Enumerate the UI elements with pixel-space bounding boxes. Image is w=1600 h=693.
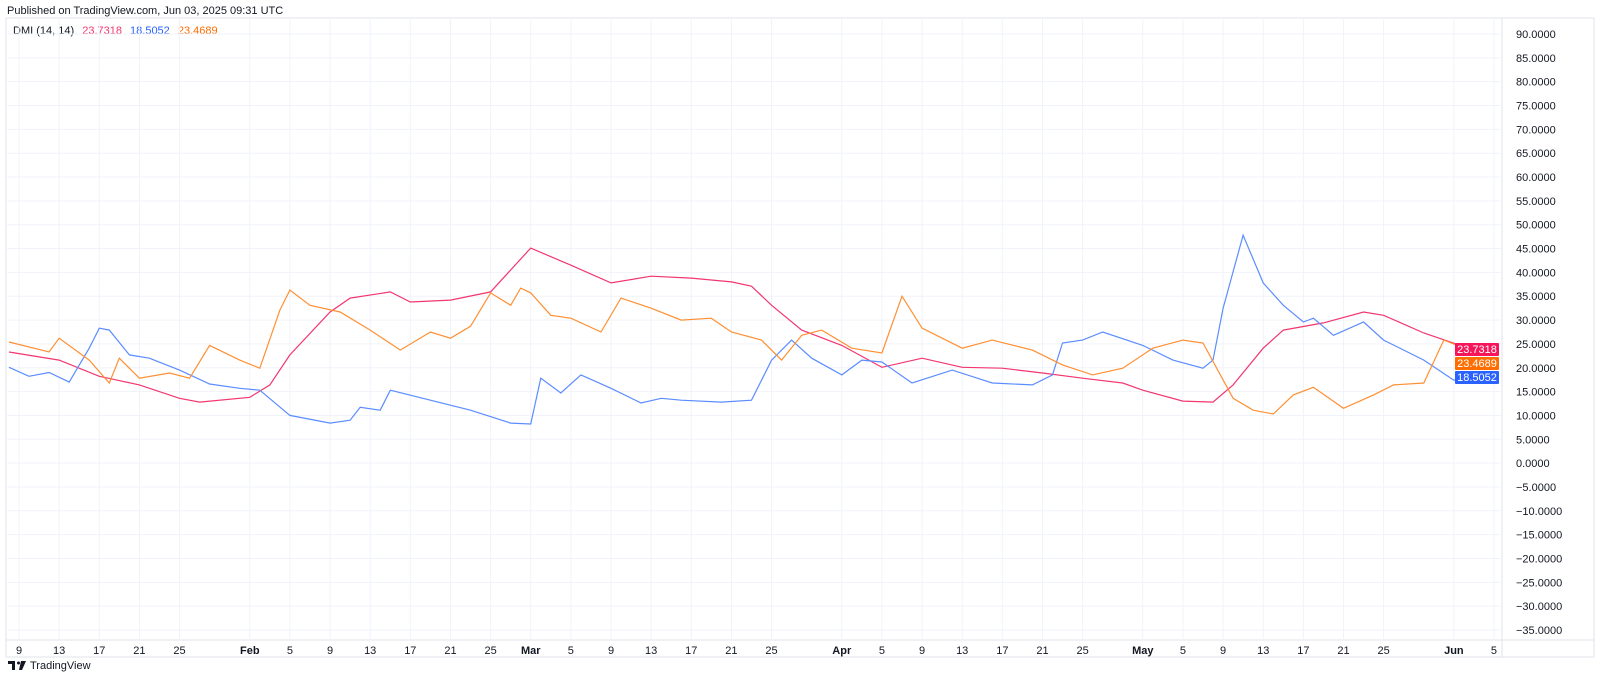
x-tick-label: 25 <box>1377 645 1389 657</box>
x-tick-label: 25 <box>173 645 185 657</box>
y-tick-label: 40.0000 <box>1516 267 1556 279</box>
x-tick-label: 13 <box>364 645 376 657</box>
y-tick-label: 45.0000 <box>1516 244 1556 256</box>
y-tick-label: 70.0000 <box>1516 124 1556 136</box>
x-tick-label: 5 <box>1491 645 1497 657</box>
x-tick-label: 21 <box>1337 645 1349 657</box>
x-tick-label: 5 <box>879 645 885 657</box>
x-tick-label: Jun <box>1444 645 1464 657</box>
x-tick-label: 25 <box>1076 645 1088 657</box>
brand: TradingView <box>8 660 91 672</box>
y-tick-label: 20.0000 <box>1516 363 1556 375</box>
y-tick-label: 65.0000 <box>1516 148 1556 160</box>
x-tick-label: 5 <box>287 645 293 657</box>
y-tick-label: 85.0000 <box>1516 53 1556 65</box>
x-tick-label: 13 <box>956 645 968 657</box>
y-tick-label: 55.0000 <box>1516 196 1556 208</box>
last-value-label: 23.7318 <box>1457 344 1497 356</box>
y-tick-label: 60.0000 <box>1516 172 1556 184</box>
x-tick-label: 17 <box>685 645 697 657</box>
x-tick-label: 21 <box>133 645 145 657</box>
x-tick-label: 13 <box>645 645 657 657</box>
x-tick-label: Feb <box>240 645 260 657</box>
x-tick-label: May <box>1132 645 1154 657</box>
x-tick-label: 25 <box>484 645 496 657</box>
y-tick-label: 0.0000 <box>1516 458 1550 470</box>
y-tick-label: −10.0000 <box>1516 506 1562 518</box>
y-tick-label: −15.0000 <box>1516 530 1562 542</box>
y-tick-label: 80.0000 <box>1516 77 1556 89</box>
x-tick-label: 21 <box>444 645 456 657</box>
last-value-label: 18.5052 <box>1457 372 1497 384</box>
x-tick-label: 9 <box>1220 645 1226 657</box>
y-tick-label: 50.0000 <box>1516 220 1556 232</box>
series-line-2 <box>8 287 1475 415</box>
x-tick-label: 9 <box>919 645 925 657</box>
tradingview-logo-icon <box>8 661 26 670</box>
last-value-label: 23.4689 <box>1457 358 1497 370</box>
published-caption: Published on TradingView.com, Jun 03, 20… <box>7 5 284 17</box>
y-tick-label: 30.0000 <box>1516 315 1556 327</box>
x-tick-label: 13 <box>1257 645 1269 657</box>
last-value-badge <box>1455 343 1499 356</box>
brand-name: TradingView <box>30 660 91 672</box>
x-tick-label: 9 <box>608 645 614 657</box>
x-tick-label: 17 <box>1297 645 1309 657</box>
x-tick-label: 21 <box>1036 645 1048 657</box>
y-tick-label: −35.0000 <box>1516 625 1562 637</box>
x-tick-label: 5 <box>1180 645 1186 657</box>
y-tick-label: 35.0000 <box>1516 291 1556 303</box>
y-tick-label: −20.0000 <box>1516 553 1562 565</box>
chart-frame <box>5 17 1595 658</box>
x-tick-label: 9 <box>327 645 333 657</box>
y-tick-label: 75.0000 <box>1516 101 1556 113</box>
y-tick-label: 10.0000 <box>1516 410 1556 422</box>
last-value-badge <box>1455 371 1499 384</box>
x-tick-label: 17 <box>93 645 105 657</box>
y-tick-label: 15.0000 <box>1516 387 1556 399</box>
x-tick-label: 5 <box>568 645 574 657</box>
y-tick-label: −25.0000 <box>1516 577 1562 589</box>
x-tick-label: 17 <box>404 645 416 657</box>
x-tick-label: Mar <box>521 645 541 657</box>
last-value-badge <box>1455 357 1499 370</box>
series-line-0 <box>8 247 1475 403</box>
y-tick-label: 25.0000 <box>1516 339 1556 351</box>
x-tick-label: 13 <box>53 645 65 657</box>
x-tick-label: 21 <box>725 645 737 657</box>
x-tick-label: 17 <box>996 645 1008 657</box>
y-tick-label: 90.0000 <box>1516 29 1556 41</box>
x-tick-label: 25 <box>765 645 777 657</box>
y-tick-label: 5.0000 <box>1516 434 1550 446</box>
x-tick-label: 9 <box>16 645 22 657</box>
y-tick-label: −30.0000 <box>1516 601 1562 613</box>
y-tick-label: −5.0000 <box>1516 482 1556 494</box>
series-line-1 <box>8 233 1475 425</box>
x-tick-label: Apr <box>832 645 852 657</box>
